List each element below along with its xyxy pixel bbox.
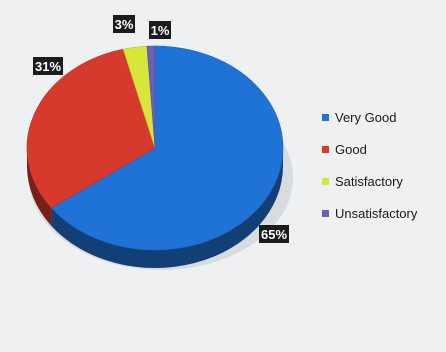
data-label-very-good: 65% <box>259 225 289 243</box>
legend: Very Good Good Satisfactory Unsatisfacto… <box>322 108 417 222</box>
legend-label-good: Good <box>335 141 367 157</box>
slice-side-very-good <box>51 148 283 268</box>
data-label-good: 31% <box>33 57 63 75</box>
legend-swatch-very-good <box>322 113 329 121</box>
legend-label-unsatisfactory: Unsatisfactory <box>335 205 418 221</box>
slice-good <box>26 48 156 209</box>
data-label-box <box>33 57 63 75</box>
legend-label-very-good: Very Good <box>335 109 397 125</box>
legend-swatch-satisfactory <box>322 177 329 185</box>
legend-item-unsatisfactory: Unsatisfactory <box>322 204 417 222</box>
slice-very-good <box>50 45 284 251</box>
data-label-satisfactory: 3% <box>113 15 135 33</box>
legend-item-good: Good <box>322 140 417 158</box>
data-label-box <box>113 15 135 33</box>
legend-item-satisfactory: Satisfactory <box>322 172 417 190</box>
data-label-text: 1% <box>151 23 170 38</box>
data-label-box <box>259 225 289 243</box>
data-label-text: 65% <box>261 227 287 242</box>
legend-item-very-good: Very Good <box>322 108 417 126</box>
data-label-unsatisfactory: 1% <box>149 21 171 39</box>
legend-label-satisfactory: Satisfactory <box>335 173 403 189</box>
legend-swatch-good <box>322 145 329 153</box>
slice-side-good <box>27 148 52 226</box>
data-label-text: 31% <box>35 59 61 74</box>
data-label-box <box>149 21 171 39</box>
data-label-text: 3% <box>115 17 134 32</box>
legend-swatch-unsatisfactory <box>322 209 329 217</box>
slice-unsatisfactory <box>146 45 156 149</box>
